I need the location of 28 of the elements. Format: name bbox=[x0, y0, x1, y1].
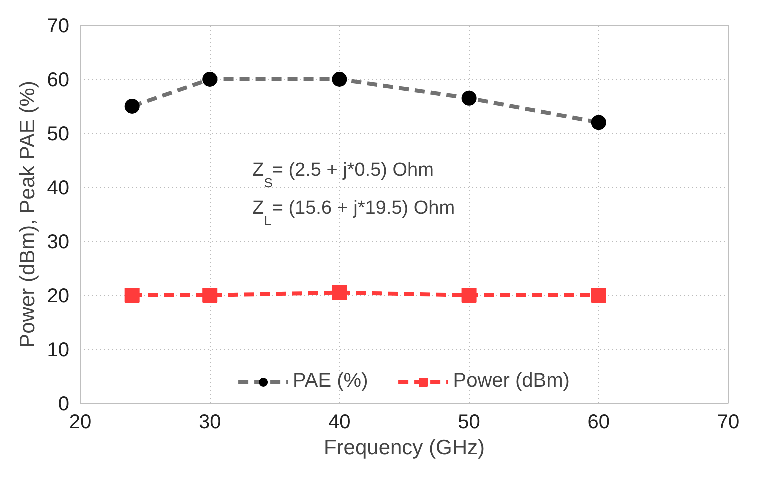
point bbox=[124, 99, 140, 114]
point bbox=[332, 285, 348, 300]
x-tick-label: 50 bbox=[458, 412, 480, 434]
point bbox=[462, 288, 477, 303]
y-tick-label: 0 bbox=[58, 394, 70, 416]
x-tick-label: 40 bbox=[328, 412, 351, 434]
x-tick-label: 60 bbox=[588, 412, 610, 434]
point bbox=[591, 115, 606, 130]
point bbox=[202, 288, 218, 303]
y-tick-label: 10 bbox=[47, 340, 70, 362]
y-tick-label: 40 bbox=[47, 178, 70, 200]
point bbox=[202, 72, 218, 87]
point bbox=[332, 72, 348, 87]
legend-label: PAE (%) bbox=[293, 370, 368, 393]
legend-label: Power (dBm) bbox=[453, 370, 570, 393]
point bbox=[462, 90, 477, 106]
y-tick-label: 20 bbox=[47, 286, 70, 308]
y-axis-title: Power (dBm), Peak PAE (%) bbox=[16, 81, 40, 348]
point bbox=[124, 288, 140, 303]
y-tick-label: 50 bbox=[47, 124, 70, 146]
x-tick-label: 70 bbox=[717, 412, 740, 434]
x-tick-label: 20 bbox=[69, 412, 92, 434]
x-tick-label: 30 bbox=[198, 412, 222, 434]
point bbox=[591, 288, 606, 303]
x-axis-title: Frequency (GHz) bbox=[324, 436, 486, 460]
y-tick-label: 60 bbox=[47, 70, 70, 92]
y-tick-label: 30 bbox=[47, 232, 70, 254]
y-tick-label: 70 bbox=[47, 16, 70, 38]
